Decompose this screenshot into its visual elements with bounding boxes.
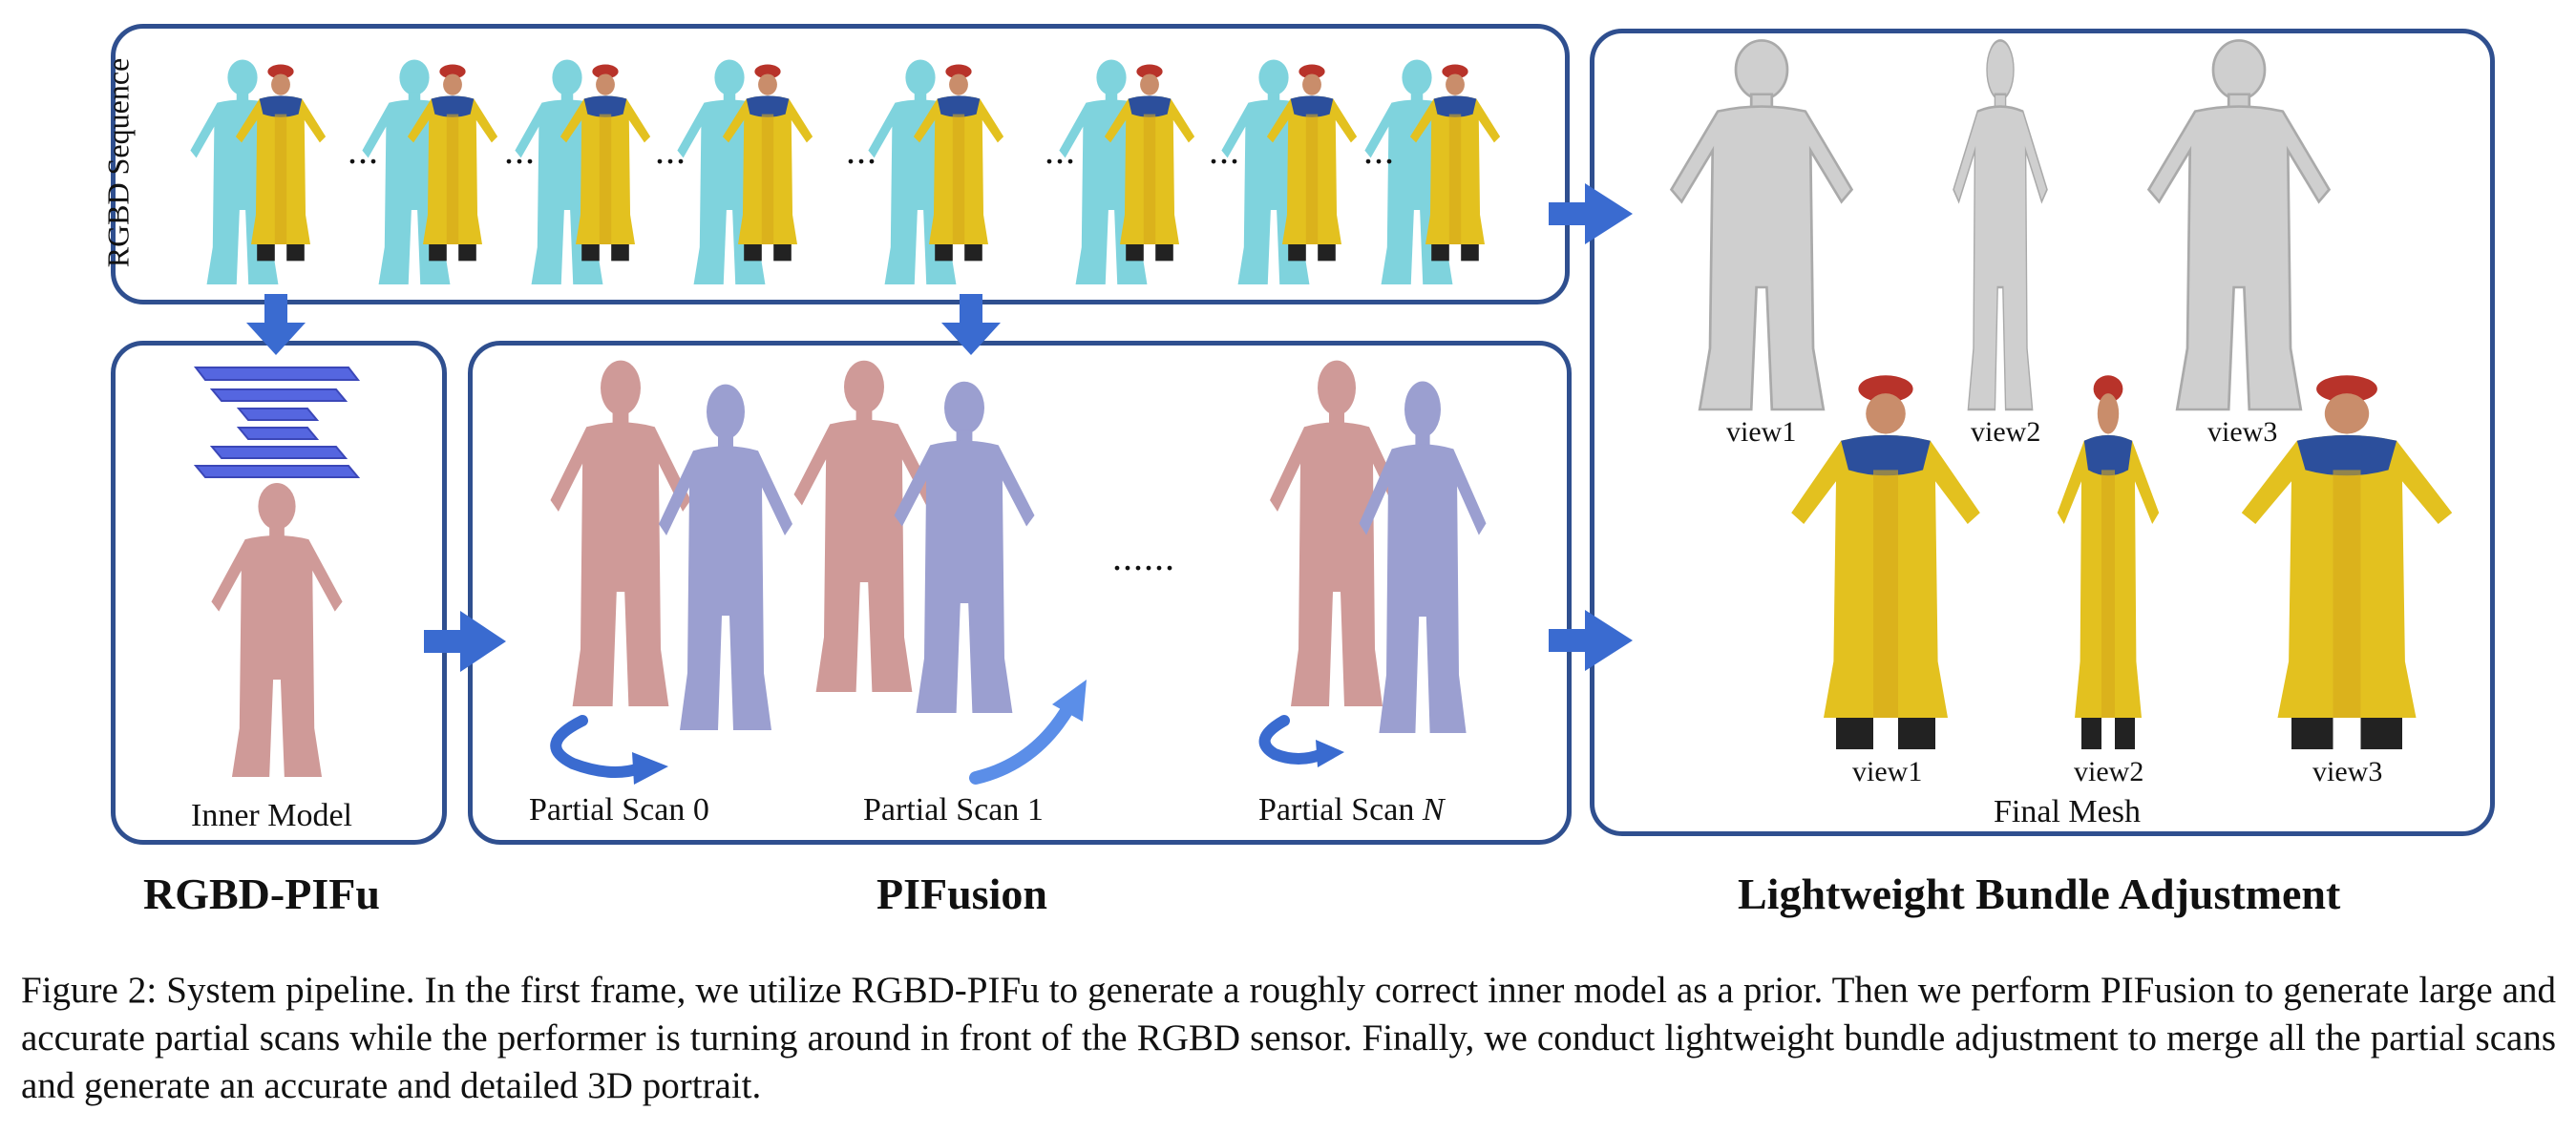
gray-view3-label: view3: [2207, 416, 2278, 448]
down-arrow-icon: [941, 294, 1001, 355]
sequence-separator: ...: [846, 129, 877, 172]
stage-title-rgbd-pifu: RGBD-PIFu: [143, 870, 380, 918]
partial-scan-0-label: Partial Scan 0: [529, 792, 709, 828]
gray-view1-label: view1: [1726, 416, 1797, 448]
gray-view2-label: view2: [1971, 416, 2041, 448]
stage-title-pifusion: PIFusion: [876, 870, 1047, 918]
down-arrow-icon: [246, 294, 306, 355]
final-mesh-label: Final Mesh: [1994, 794, 2141, 829]
partial-scan-images: [550, 360, 1487, 733]
right-arrow-icon: [1549, 610, 1633, 671]
rotation-arrowhead-icon: [1052, 680, 1087, 722]
partial-scan-1-label: Partial Scan 1: [863, 792, 1044, 828]
sequence-separator: ...: [504, 129, 536, 172]
rgbd-sequence-label: RGBD Sequence: [100, 57, 136, 268]
scan-separator: ......: [1112, 535, 1175, 578]
rotation-arrow-icon: [550, 715, 645, 778]
inner-model-image: [211, 482, 343, 777]
textured-view1-label: view1: [1852, 756, 1923, 787]
figure-caption: Figure 2: System pipeline. In the first …: [21, 970, 2556, 1106]
final-mesh-gray-views: [1670, 39, 2331, 411]
sequence-separator: ...: [1363, 129, 1395, 172]
rotation-arrowhead-icon: [1316, 740, 1344, 767]
inner-model-label: Inner Model: [191, 798, 353, 833]
partial-scan-n-label: Partial Scan N: [1258, 792, 1445, 828]
network-icon: [193, 367, 361, 478]
stage-title-bundle-adjustment: Lightweight Bundle Adjustment: [1738, 870, 2341, 918]
pipeline-figure: [0, 39, 2453, 785]
textured-view3-label: view3: [2312, 756, 2383, 787]
partial-scan-n-prefix: Partial Scan: [1258, 792, 1423, 828]
right-arrow-icon: [1549, 183, 1633, 244]
rotation-arrow-icon: [969, 700, 1076, 785]
rotation-arrowhead-icon: [632, 752, 668, 785]
sequence-separator: ...: [1209, 129, 1240, 172]
sequence-separator: ...: [348, 129, 379, 172]
sequence-separator: ...: [1045, 129, 1076, 172]
rotation-arrow-icon: [1258, 715, 1328, 765]
sequence-separator: ...: [655, 129, 686, 172]
partial-scan-n-index: N: [1422, 792, 1445, 828]
right-arrow-icon: [424, 611, 506, 672]
final-mesh-textured-views: [1791, 375, 2453, 750]
textured-view2-label: view2: [2074, 756, 2144, 787]
